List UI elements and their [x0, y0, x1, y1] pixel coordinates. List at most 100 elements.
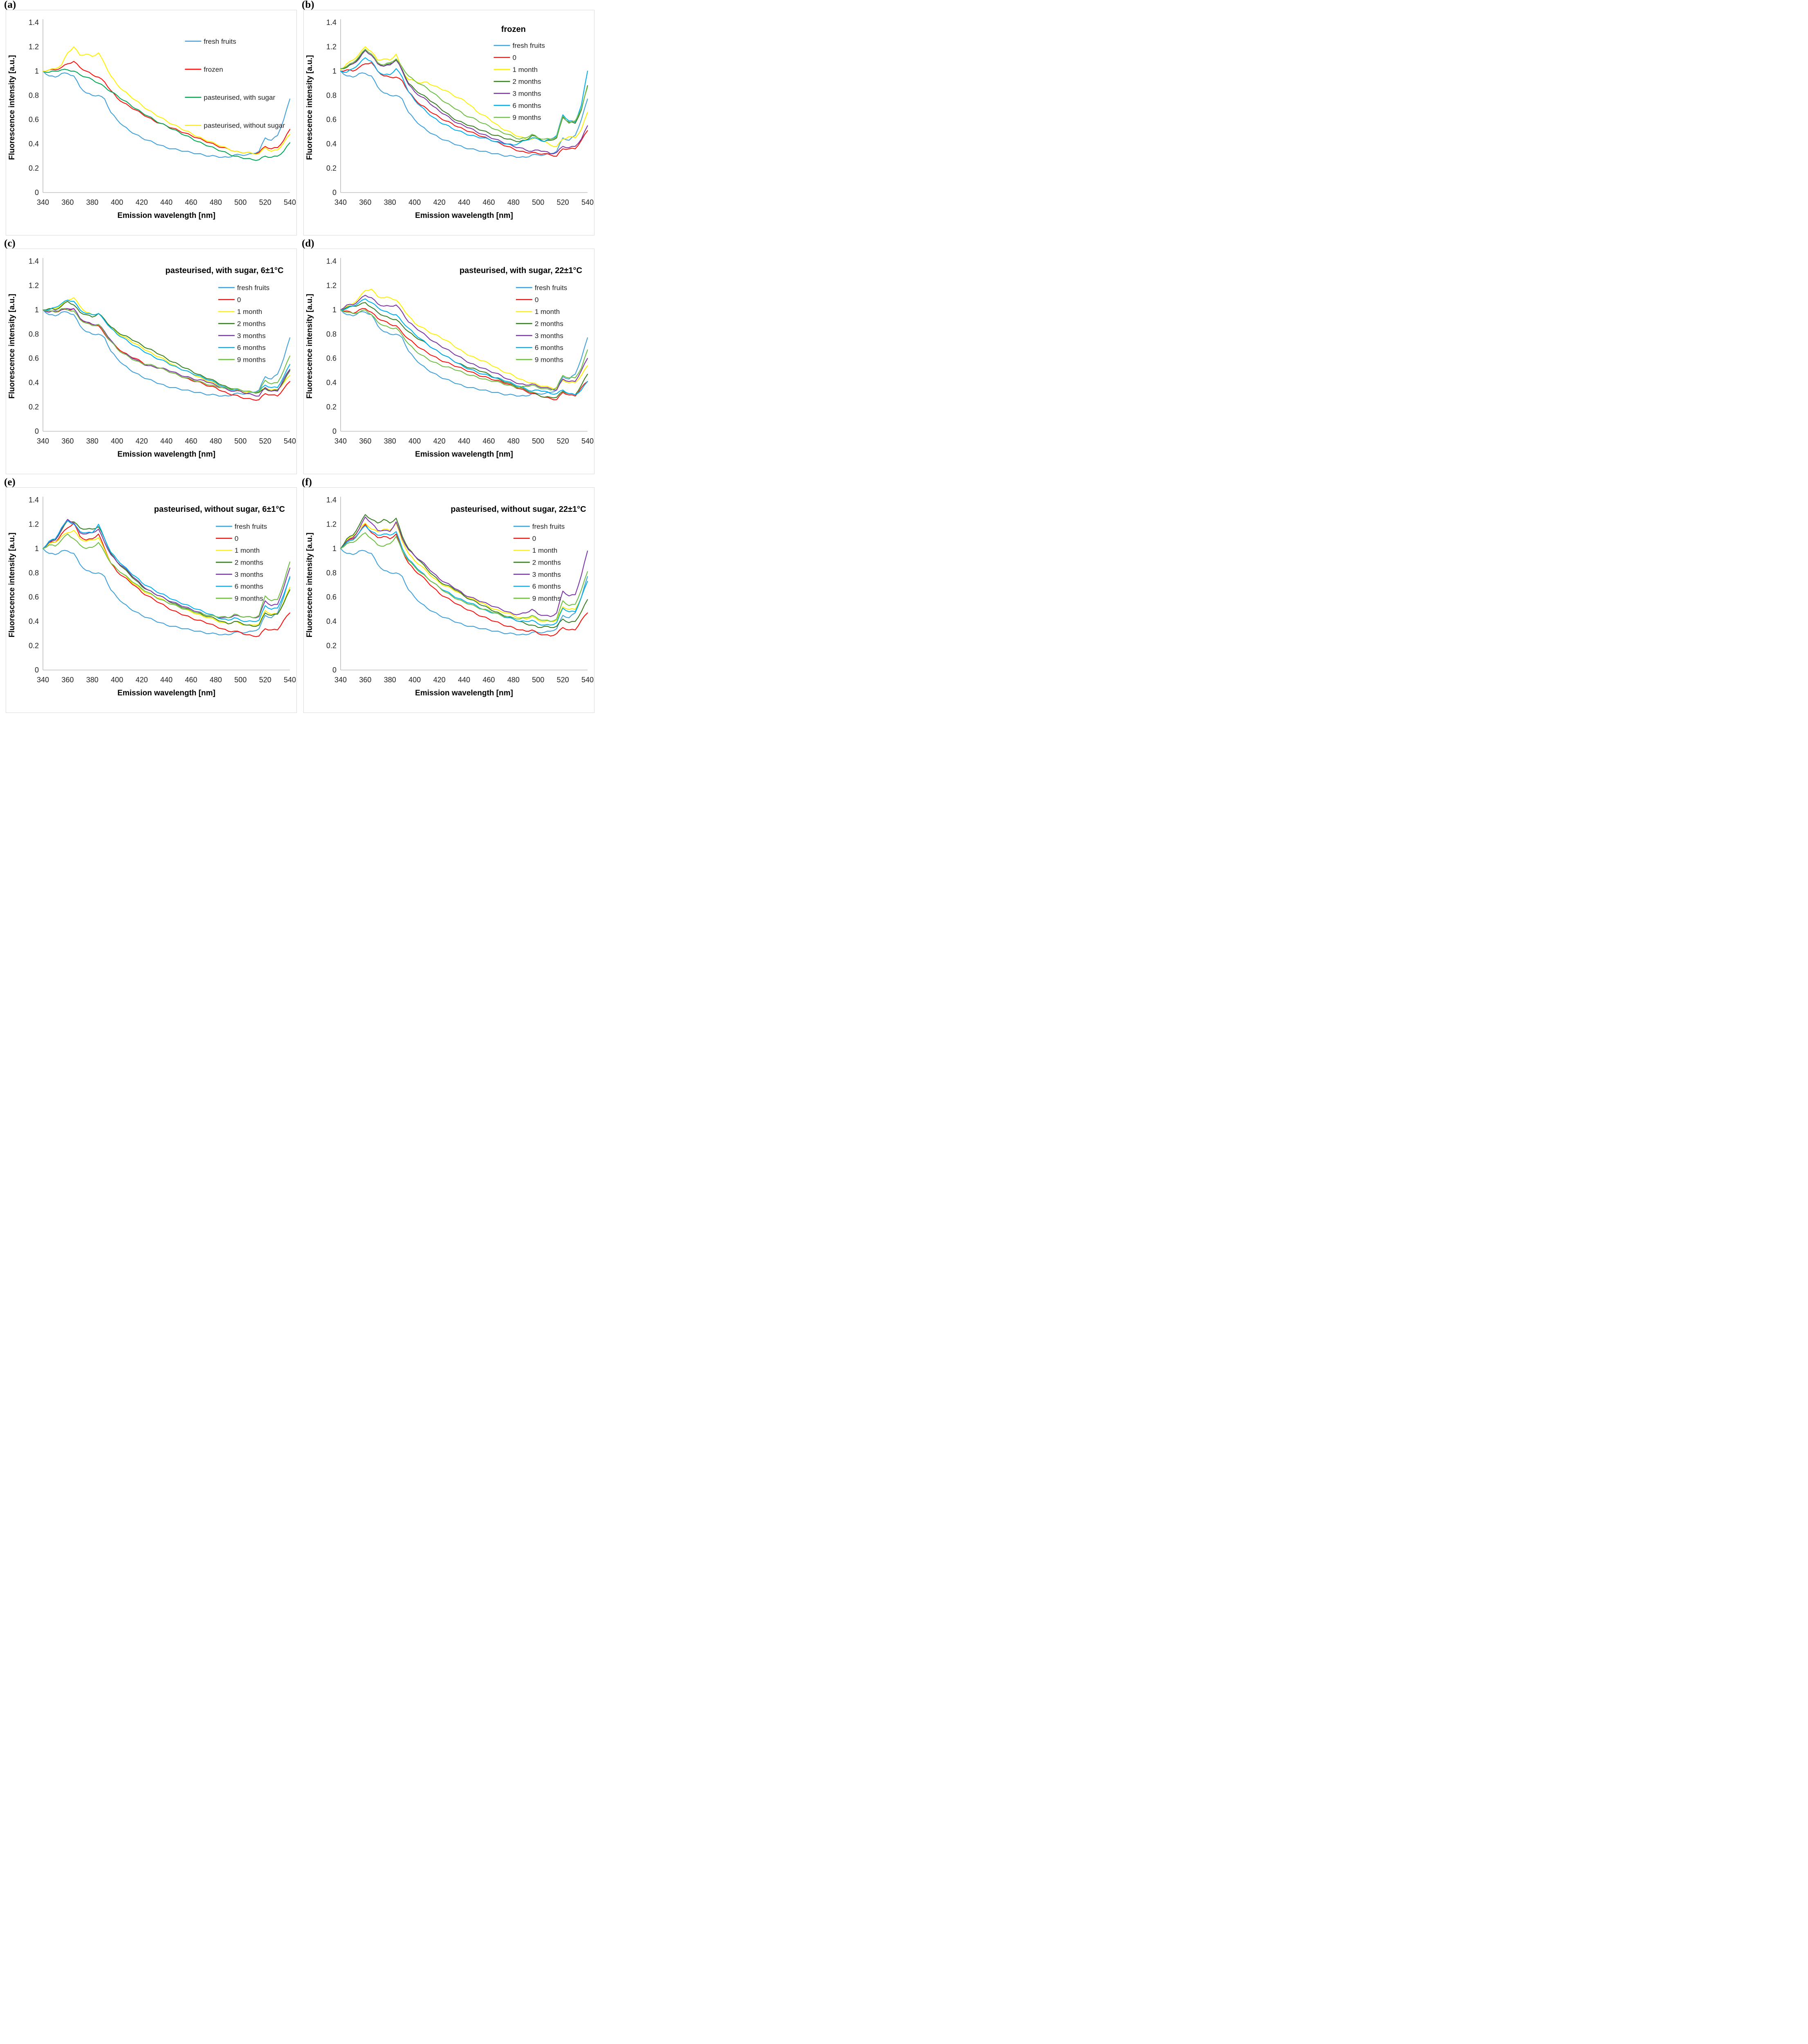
y-tick-label: 0.8: [326, 569, 336, 577]
panel-d: (d) 0 0.2 0.4 0.6 0.8 1 1.2 1.4 340 360 380 400 420 4…: [302, 238, 594, 477]
series-line-9-months: [340, 49, 588, 140]
series-line-0: [340, 62, 588, 157]
y-tick-label: 0.6: [326, 354, 336, 363]
y-tick-label: 0: [332, 427, 336, 435]
x-tick-label: 340: [37, 676, 49, 684]
x-tick-label: 400: [111, 676, 123, 684]
y-tick-label: 0.4: [29, 140, 39, 148]
y-tick-label: 1.2: [326, 43, 336, 51]
series-line-fresh-fruits: [42, 309, 291, 397]
legend-label: fresh fruits: [535, 284, 567, 291]
panel-f-box: 0 0.2 0.4 0.6 0.8 1 1.2 1.4 340 360 380 400 420 440 46…: [303, 487, 594, 713]
panel-d-box: 0 0.2 0.4 0.6 0.8 1 1.2 1.4 340 360 380 400 420 440 46…: [303, 249, 594, 474]
figure-grid: (a) 0 0.2 0.4 0.6 0.8 1 1.2 1.4 340 360 380 400 420 4…: [0, 0, 603, 716]
line-chart-f: 0 0.2 0.4 0.6 0.8 1 1.2 1.4 340 360 380 400 420 440 46…: [305, 496, 594, 697]
line-chart-c: 0 0.2 0.4 0.6 0.8 1 1.2 1.4 340 360 380 400 420 440 46…: [8, 257, 296, 459]
series-line-3-months: [340, 50, 588, 155]
y-tick-label: 1.2: [326, 281, 336, 289]
y-tick-label: 0.2: [326, 642, 336, 650]
legend-label: frozen: [204, 65, 223, 73]
x-tick-label: 440: [160, 437, 173, 445]
x-tick-label: 540: [284, 676, 296, 684]
x-tick-label: 400: [111, 198, 123, 206]
legend-label: 0: [532, 535, 536, 542]
panel-c-box: 0 0.2 0.4 0.6 0.8 1 1.2 1.4 340 360 380 400 420 440 46…: [6, 249, 297, 474]
x-tick-label: 520: [557, 437, 569, 445]
series-line-6-months: [340, 298, 588, 395]
y-tick-label: 0.4: [326, 379, 336, 387]
x-tick-label: 400: [111, 437, 123, 445]
series-line-2-months: [340, 514, 588, 628]
x-tick-label: 480: [210, 198, 222, 206]
panel-letter-c: (c): [4, 238, 16, 249]
y-tick-label: 1.4: [326, 18, 336, 27]
y-tick-label: 1: [332, 67, 336, 75]
y-axis-title: Fluorescence intensity [a.u.]: [8, 533, 16, 638]
y-tick-label: 0.4: [326, 617, 336, 625]
legend-label: 6 months: [235, 583, 263, 590]
legend-label: 6 months: [237, 344, 266, 352]
x-tick-label: 340: [37, 437, 49, 445]
x-tick-label: 360: [359, 676, 371, 684]
series-line-2-months: [340, 302, 588, 399]
legend-label: 2 months: [235, 558, 263, 566]
y-tick-label: 0.2: [29, 164, 39, 173]
series-line-1-month: [340, 289, 588, 390]
series-line-3-months: [42, 308, 291, 397]
x-tick-label: 500: [532, 676, 544, 684]
legend-label: 6 months: [512, 102, 541, 110]
legend-label: fresh fruits: [204, 38, 236, 45]
x-tick-label: 520: [557, 198, 569, 206]
y-tick-label: 1.2: [29, 43, 39, 51]
series-line-9-months: [42, 308, 291, 393]
chart-title: pasteurised, with sugar, 6±1°C: [165, 266, 283, 275]
y-tick-label: 0.2: [326, 403, 336, 411]
x-tick-label: 520: [259, 676, 271, 684]
y-tick-label: 1: [35, 67, 39, 75]
x-tick-label: 420: [136, 676, 148, 684]
x-tick-label: 480: [507, 676, 520, 684]
x-axis-title: Emission wavelength [nm]: [415, 211, 513, 220]
legend-label: fresh fruits: [512, 42, 545, 49]
series-line-9-months: [340, 309, 588, 391]
y-tick-label: 1: [35, 545, 39, 553]
legend-label: 0: [535, 296, 538, 304]
legend-label: pasteurised, with sugar: [204, 94, 275, 101]
x-axis-title: Emission wavelength [nm]: [117, 450, 215, 459]
y-tick-label: 1: [35, 306, 39, 314]
x-tick-label: 460: [185, 437, 197, 445]
y-tick-label: 0: [332, 188, 336, 197]
x-tick-label: 440: [160, 676, 173, 684]
x-tick-label: 540: [284, 437, 296, 445]
x-tick-label: 440: [458, 676, 470, 684]
x-tick-label: 400: [408, 676, 421, 684]
legend-label: 9 months: [235, 594, 263, 602]
y-axis-title: Fluorescence intensity [a.u.]: [8, 55, 16, 160]
y-tick-label: 0: [35, 188, 39, 197]
legend-label: fresh fruits: [532, 522, 565, 530]
y-axis-title: Fluorescence intensity [a.u.]: [305, 533, 314, 638]
legend-label: 9 months: [532, 594, 561, 602]
line-chart-a: 0 0.2 0.4 0.6 0.8 1 1.2 1.4 340 360 380 400 420 440 46…: [8, 18, 296, 220]
panel-letter-e: (e): [4, 477, 16, 488]
x-tick-label: 340: [334, 676, 347, 684]
x-tick-label: 420: [136, 198, 148, 206]
x-tick-label: 380: [86, 437, 99, 445]
y-tick-label: 1.4: [29, 496, 39, 504]
y-tick-label: 1.4: [29, 257, 39, 265]
x-tick-label: 340: [334, 437, 347, 445]
series-line-3-months: [340, 516, 588, 617]
panel-letter-a: (a): [4, 0, 16, 10]
x-tick-label: 500: [532, 198, 544, 206]
series-line-fresh-fruits: [42, 548, 291, 635]
y-tick-label: 1.2: [29, 281, 39, 289]
legend-label: 6 months: [535, 344, 563, 352]
x-tick-label: 440: [458, 437, 470, 445]
x-tick-label: 360: [61, 676, 74, 684]
series-line-6-months: [42, 520, 291, 622]
y-tick-label: 0.8: [29, 330, 39, 338]
x-tick-label: 440: [160, 198, 173, 206]
y-tick-label: 1.4: [326, 257, 336, 265]
series-line-9-months: [42, 533, 291, 619]
x-tick-label: 480: [507, 198, 520, 206]
